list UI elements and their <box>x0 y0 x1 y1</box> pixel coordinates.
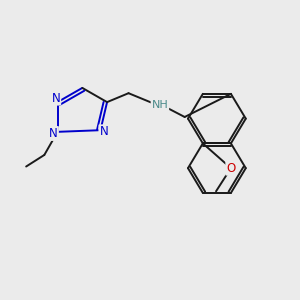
Text: N: N <box>99 125 108 138</box>
Text: O: O <box>226 162 236 175</box>
Text: N: N <box>52 92 60 105</box>
Text: N: N <box>49 127 58 140</box>
Text: NH: NH <box>152 100 168 110</box>
